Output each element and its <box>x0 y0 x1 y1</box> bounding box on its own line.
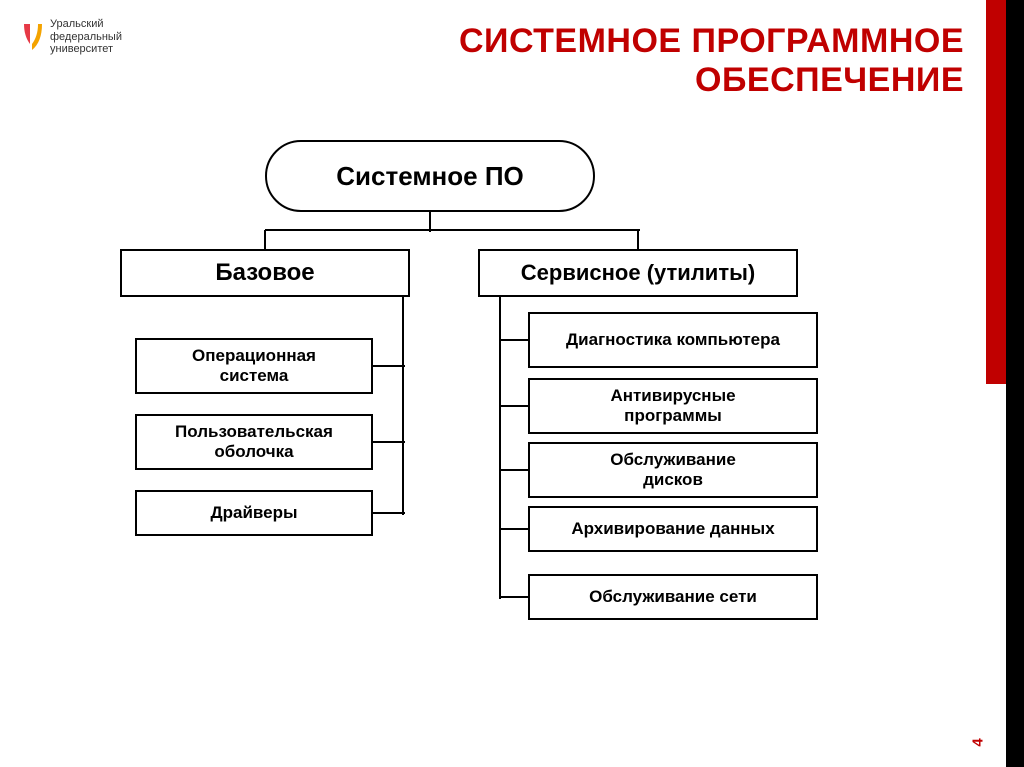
connector-basic_vert <box>402 297 404 515</box>
node-service: Сервисное (утилиты) <box>478 249 798 297</box>
logo-icon <box>20 22 44 52</box>
node-b2: Пользовательскаяоболочка <box>135 414 373 470</box>
connector-b3_h <box>373 512 405 514</box>
node-b3: Драйверы <box>135 490 373 536</box>
connector-s2_h <box>500 405 530 407</box>
connector-b1_h <box>373 365 405 367</box>
connector-s3_h <box>500 469 530 471</box>
connector-service_vert <box>499 297 501 599</box>
hierarchy-diagram: Системное ПО Базовое Сервисное (утилиты) Оп… <box>0 140 985 740</box>
node-s4: Архивирование данных <box>528 506 818 552</box>
connector-s4_h <box>500 528 530 530</box>
black-bar <box>1006 0 1024 767</box>
node-b1: Операционнаясистема <box>135 338 373 394</box>
connector-b2_h <box>373 441 405 443</box>
logo-line1: Уральский <box>50 18 122 31</box>
node-s3: Обслуживаниедисков <box>528 442 818 498</box>
title-line1: СИСТЕМНОЕ ПРОГРАММНОЕ <box>459 22 964 61</box>
logo-line2: федеральный <box>50 31 122 44</box>
red-bar <box>986 0 1006 384</box>
university-logo: Уральский федеральный университет <box>20 18 122 56</box>
slide-title: СИСТЕМНОЕ ПРОГРАММНОЕ ОБЕСПЕЧЕНИЕ <box>459 22 964 100</box>
title-line2: ОБЕСПЕЧЕНИЕ <box>459 61 964 100</box>
node-s2: Антивирусныепрограммы <box>528 378 818 434</box>
connector-to_basic <box>264 230 266 251</box>
connector-s1_h <box>500 339 530 341</box>
node-s5: Обслуживание сети <box>528 574 818 620</box>
right-accent-bar <box>986 0 1024 767</box>
node-s1: Диагностика компьютера <box>528 312 818 368</box>
connector-horiz_main <box>265 229 640 231</box>
node-basic: Базовое <box>120 249 410 297</box>
logo-line3: университет <box>50 43 122 56</box>
connector-s5_h <box>500 596 530 598</box>
logo-text: Уральский федеральный университет <box>50 18 122 56</box>
node-root: Системное ПО <box>265 140 595 212</box>
connector-to_service <box>637 230 639 251</box>
